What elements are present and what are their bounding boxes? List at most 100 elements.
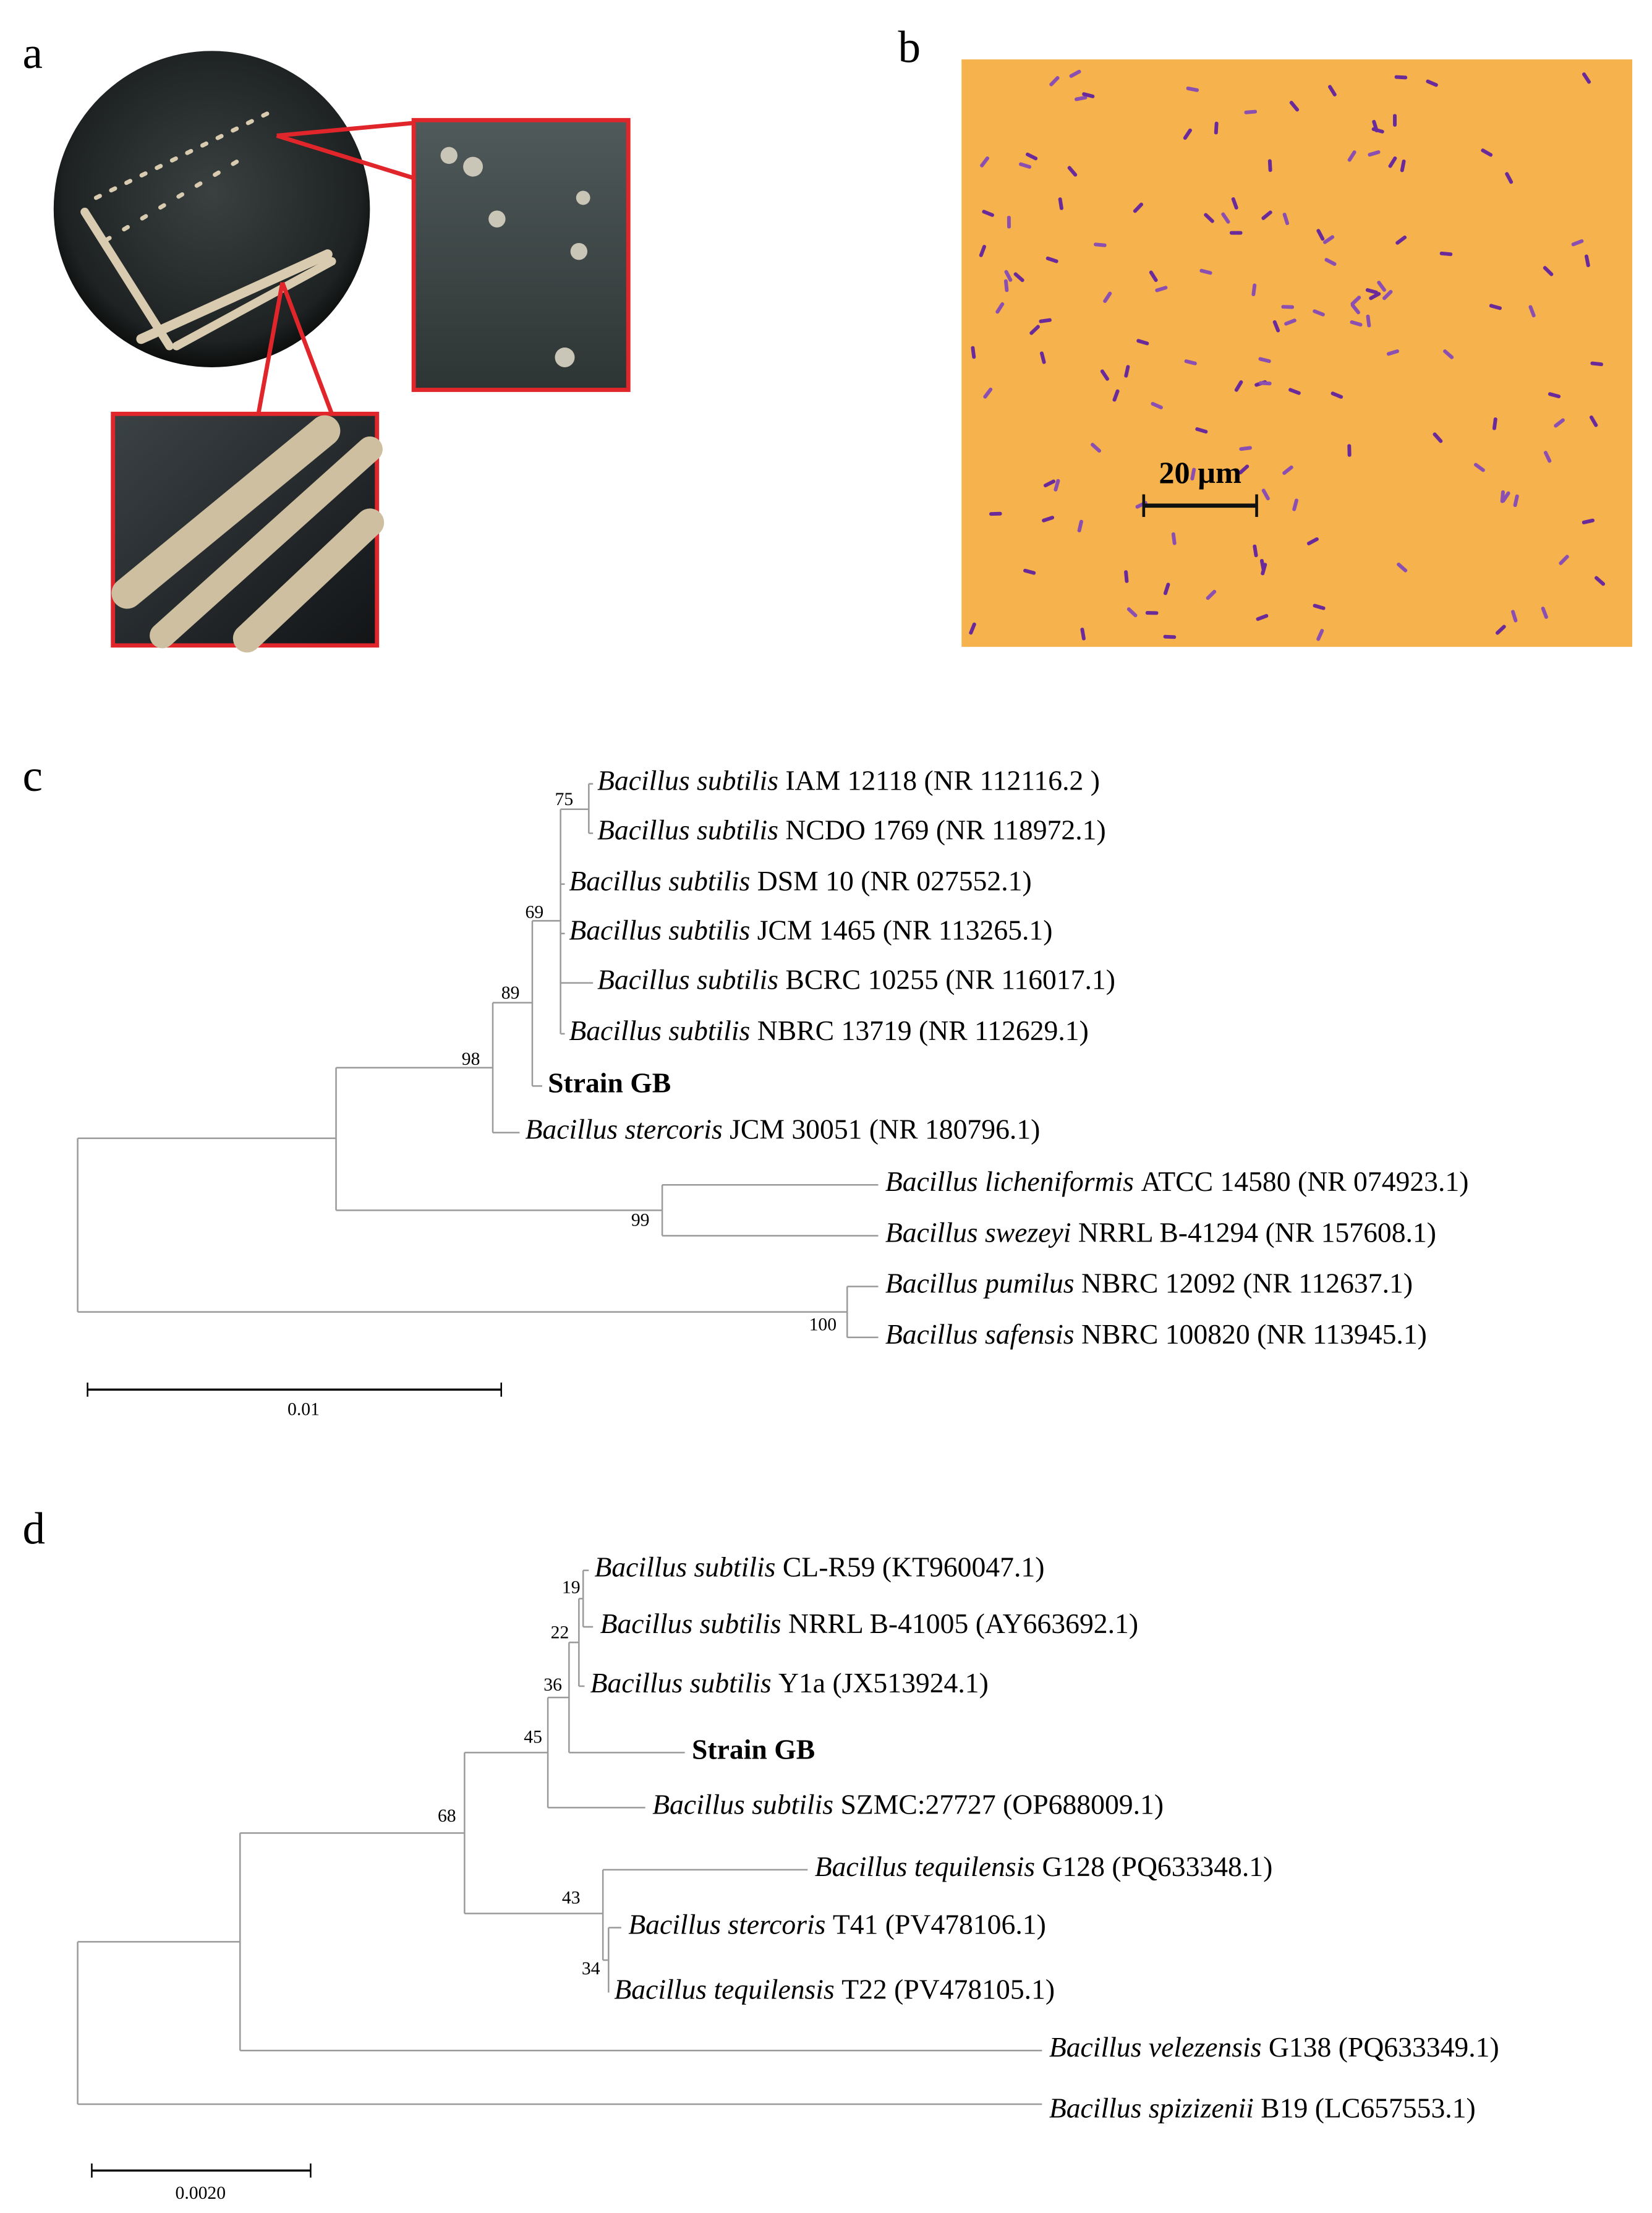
leaf-label: Bacillus pumilus NBRC 12092 (NR 112637.1) [885,1268,1413,1299]
leaf-label: Bacillus licheniformis ATCC 14580 (NR 074… [885,1166,1469,1198]
rod [1206,589,1217,600]
leaf-label: Bacillus subtilis SZMC:27727 (OP688009.1) [652,1789,1164,1820]
leaf-label: Bacillus swezeyi NRRL B-41294 (NR 157608.… [885,1217,1436,1248]
species: Bacillus subtilis [569,915,750,946]
bootstrap: 19 [562,1577,581,1597]
rod [1136,339,1149,346]
rod [1368,150,1381,157]
rod [1151,402,1163,409]
rod [1306,537,1319,545]
species: Bacillus subtilis [597,765,778,796]
rod [1184,359,1197,365]
rod [1023,568,1036,575]
strain: NBRC 100820 (NR 113945.1) [1081,1318,1427,1350]
rod [1256,614,1269,621]
strain: T22 (PV478105.1) [841,1974,1055,2005]
rod [1400,160,1406,173]
bootstrap: 89 [501,983,520,1003]
leaf-label: Bacillus subtilis Y1a (JX513924.1) [590,1667,989,1699]
rod [982,210,994,217]
rod [1316,229,1325,241]
strain: CL-R59 (KT960047.1) [783,1551,1045,1583]
rod [1124,570,1129,583]
bootstrap: 36 [543,1675,562,1695]
strain: ATCC 14580 (NR 074923.1) [1141,1166,1468,1198]
rod [1267,159,1272,173]
rod [1495,625,1506,635]
rod [1067,166,1078,177]
rod [1543,451,1552,463]
strain: JCM 30051 (NR 180796.1) [730,1114,1040,1145]
colonies [440,147,590,367]
rod [1316,629,1324,641]
rod [1058,197,1063,210]
rod [1282,465,1293,475]
leaf-label: Bacillus tequilensis G128 (PQ633348.1) [815,1851,1273,1882]
rod [989,511,1002,516]
rod [1019,162,1032,169]
species: Bacillus subtilis [597,814,778,846]
species: Bacillus subtilis [597,964,778,996]
rod [1261,488,1270,501]
rod [1231,197,1238,210]
micrograph [961,59,1633,647]
rod [1377,281,1386,292]
strain: BCRC 10255 (NR 116017.1) [785,964,1115,996]
rod [1149,270,1158,283]
rod [969,622,976,635]
zoom-inset [111,411,380,648]
rod [1284,318,1296,326]
leaf-label: Bacillus subtilis IAM 12118 (NR 112116.2 … [597,765,1100,796]
leaf-label: Strain GB [548,1067,671,1099]
leaf-label: Bacillus subtilis NCDO 1769 (NR 118972.1) [597,814,1106,846]
rod [1350,296,1361,306]
rod [1582,72,1591,84]
leaf-label: Bacillus subtilis CL-R59 (KT960047.1) [594,1551,1044,1583]
rod [1039,318,1052,323]
rod [1281,305,1295,309]
leaf-label: Bacillus stercoris T41 (PV478106.1) [628,1909,1046,1940]
species: Bacillus safensis [885,1318,1075,1350]
rod [1163,582,1170,595]
rod [1069,69,1081,78]
rod [1559,555,1569,565]
rod [1282,213,1290,226]
rod [1439,251,1453,257]
petri-dish [53,51,370,367]
bootstrap: 45 [524,1727,542,1747]
species: Bacillus velezensis [1049,2032,1262,2063]
rod [1042,516,1055,522]
leaf-label: Bacillus stercoris JCM 30051 (NR 180796.1… [526,1114,1041,1145]
rod [1371,127,1384,134]
rod [1595,576,1606,586]
panel-label: c [23,751,43,801]
rod [995,302,1005,314]
rod [1366,314,1371,328]
rod [1513,494,1519,507]
rod [983,387,993,399]
strain: DSM 10 (NR 027552.1) [757,865,1032,897]
rod [1288,388,1301,395]
colony-streaks [80,111,336,351]
leaf-label: Bacillus subtilis BCRC 10255 (NR 116017.1… [597,964,1115,996]
leaf-label: Bacillus subtilis JCM 1465 (NR 113265.1) [569,915,1052,946]
rod [1007,215,1011,229]
rod [1124,365,1130,378]
species: Bacillus spizizenii [1049,2092,1254,2124]
rod [1313,309,1325,317]
rod [1589,415,1598,427]
rod [1190,467,1196,480]
rod [1584,254,1590,268]
species: Bacillus swezeyi [885,1217,1071,1248]
rod [1082,92,1095,98]
rod [1528,305,1536,318]
rod [1590,361,1603,367]
rod [1204,213,1214,223]
rod [1397,562,1408,573]
rod [1025,152,1038,161]
bootstrap: 99 [631,1210,650,1230]
strain: G138 (PQ633349.1) [1269,2032,1499,2063]
rod [1350,320,1363,327]
